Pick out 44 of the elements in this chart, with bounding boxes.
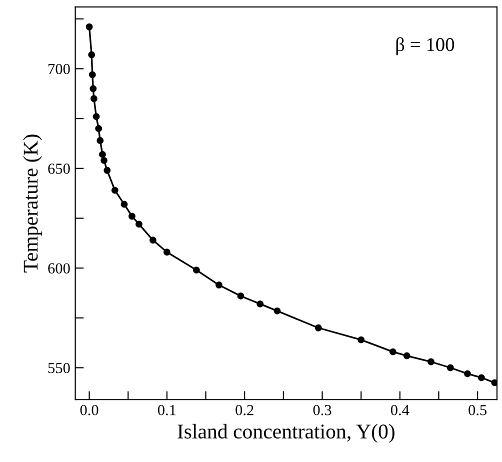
- y-tick-label: 600: [48, 263, 70, 274]
- point: [237, 292, 244, 300]
- point: [215, 282, 222, 288]
- point: [428, 358, 434, 366]
- point: [88, 71, 96, 78]
- point: [256, 300, 264, 308]
- x-tick-label: 0.4: [390, 404, 410, 416]
- point: [403, 352, 410, 360]
- x-tick-label: 0.3: [313, 404, 332, 416]
- y-axis-title: Temperature (K): [23, 134, 42, 272]
- y-tick-label: 550: [48, 362, 70, 374]
- annotation: β = 100: [396, 37, 454, 56]
- point: [96, 137, 104, 144]
- point: [491, 379, 497, 386]
- point: [88, 51, 96, 58]
- point: [149, 236, 156, 244]
- point: [163, 248, 170, 256]
- point: [90, 85, 97, 92]
- x-axis-title: Island concentration, Y(0): [178, 424, 394, 443]
- point: [128, 212, 136, 220]
- point: [90, 95, 98, 102]
- point: [86, 23, 93, 30]
- point: [104, 166, 111, 174]
- x-tick-label: 0.1: [158, 404, 176, 416]
- point: [274, 307, 281, 314]
- point: [478, 374, 485, 382]
- point: [92, 113, 100, 120]
- y-tick-label: 700: [48, 64, 70, 74]
- point: [111, 186, 118, 194]
- point: [95, 125, 102, 132]
- y-tick-label: 650: [48, 164, 70, 174]
- point: [358, 336, 365, 344]
- point: [136, 220, 142, 228]
- x-tick-label: 0.5: [468, 404, 487, 416]
- x-tick-label: 0.2: [236, 404, 254, 416]
- point: [464, 370, 471, 378]
- point: [99, 150, 106, 158]
- point: [446, 364, 454, 372]
- x-tick-label: 0.0: [80, 404, 98, 416]
- point: [192, 266, 200, 274]
- point: [120, 200, 128, 208]
- point: [389, 348, 396, 356]
- point: [314, 324, 322, 332]
- point: [100, 156, 108, 164]
